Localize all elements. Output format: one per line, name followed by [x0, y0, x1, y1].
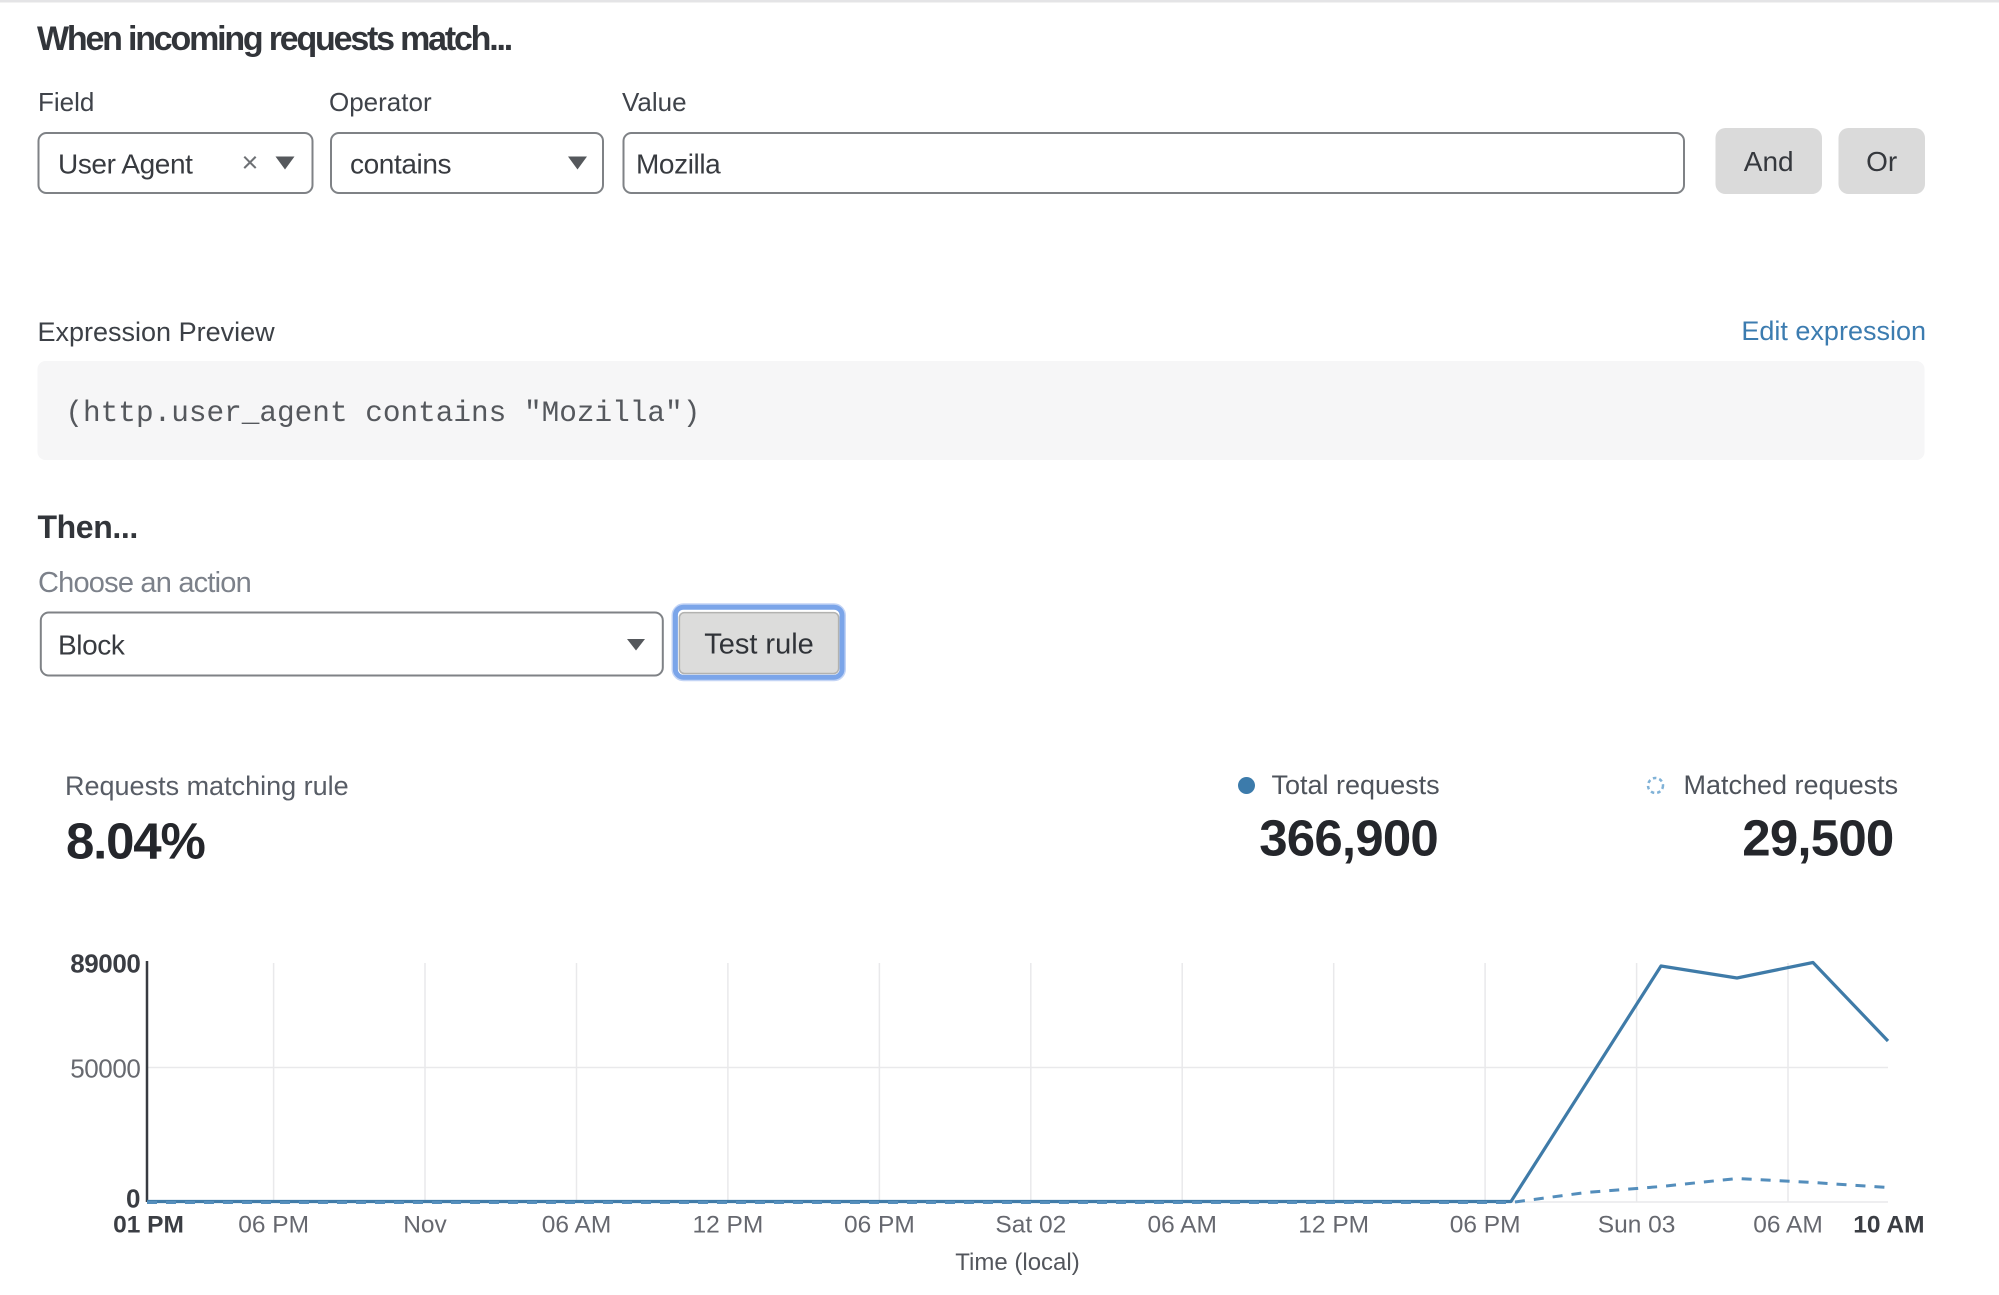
svg-text:Choose an action: Choose an action: [38, 567, 251, 599]
svg-text:366,900: 366,900: [1259, 810, 1438, 867]
svg-text:Sat 02: Sat 02: [995, 1212, 1066, 1239]
svg-text:50000: 50000: [70, 1054, 140, 1084]
svg-text:Nov: Nov: [403, 1212, 447, 1239]
svg-text:Field: Field: [38, 87, 94, 117]
svg-text:Value: Value: [622, 87, 687, 117]
svg-text:10 AM: 10 AM: [1853, 1212, 1924, 1239]
svg-text:When incoming requests match..: When incoming requests match...: [37, 20, 512, 58]
svg-text:Requests matching rule: Requests matching rule: [65, 771, 349, 801]
svg-text:contains: contains: [350, 149, 451, 180]
svg-text:06 PM: 06 PM: [844, 1212, 915, 1239]
svg-text:06 AM: 06 AM: [542, 1212, 611, 1239]
svg-text:Time (local): Time (local): [955, 1249, 1079, 1276]
svg-text:Total requests: Total requests: [1272, 770, 1440, 800]
svg-text:89000: 89000: [70, 949, 140, 979]
svg-text:01 PM: 01 PM: [113, 1212, 184, 1239]
svg-text:8.04%: 8.04%: [66, 813, 205, 870]
svg-text:User Agent: User Agent: [58, 149, 193, 180]
svg-text:12 PM: 12 PM: [692, 1212, 763, 1239]
svg-text:Mozilla: Mozilla: [636, 149, 721, 180]
svg-text:Test rule: Test rule: [704, 629, 814, 661]
svg-text:06 AM: 06 AM: [1753, 1212, 1822, 1239]
svg-text:×: ×: [242, 147, 259, 179]
svg-text:12 PM: 12 PM: [1298, 1212, 1369, 1239]
svg-text:06 PM: 06 PM: [238, 1212, 309, 1239]
svg-text:29,500: 29,500: [1742, 810, 1893, 867]
svg-text:Edit expression: Edit expression: [1741, 316, 1926, 346]
svg-text:Block: Block: [58, 630, 126, 661]
svg-text:Expression Preview: Expression Preview: [38, 317, 276, 347]
svg-text:Matched requests: Matched requests: [1684, 770, 1899, 800]
svg-text:0: 0: [126, 1184, 140, 1214]
svg-text:Then...: Then...: [38, 509, 138, 545]
svg-text:Or: Or: [1866, 146, 1897, 177]
svg-text:Sun 03: Sun 03: [1598, 1212, 1676, 1239]
svg-text:(http.user_agent contains "Moz: (http.user_agent contains "Mozilla"): [65, 397, 700, 430]
svg-text:06 AM: 06 AM: [1147, 1212, 1216, 1239]
svg-text:06 PM: 06 PM: [1450, 1212, 1521, 1239]
svg-text:Operator: Operator: [329, 87, 432, 117]
svg-text:And: And: [1744, 146, 1794, 177]
